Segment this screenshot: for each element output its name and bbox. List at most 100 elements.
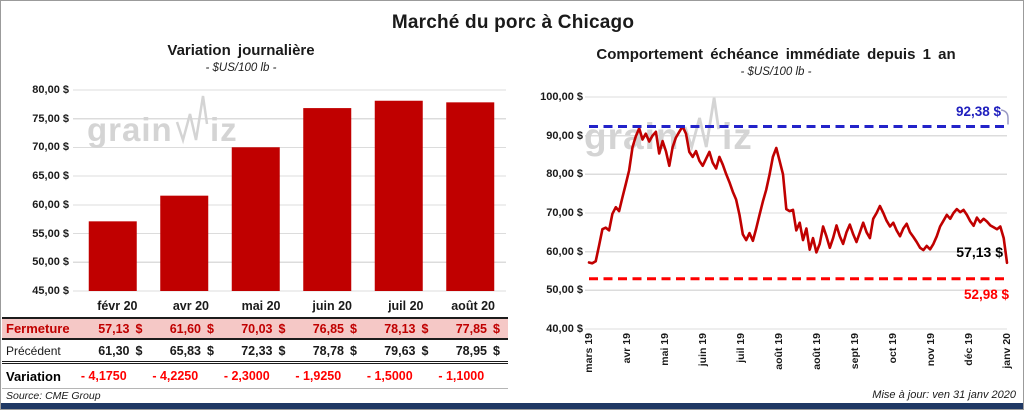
table-header-row: févr 20 avr 20 mai 20 juin 20 juil 20 août 20 [2,295,508,317]
cell-currency: $ [135,343,143,358]
cell-value: 57,13 [98,321,130,336]
y-tick-label: 60,00 $ [32,198,69,211]
cell-value: - 1,5000 [366,369,413,383]
last-price-label: 57,13 $ [956,244,1003,260]
table-cell: 77,85 $ [436,322,508,336]
price-table: févr 20 avr 20 mai 20 juin 20 juil 20 août 20… [2,295,508,389]
row-label: Variation [6,368,61,384]
watermark-zigzag-icon [683,97,720,152]
cell-value: 61,30 [98,343,130,358]
watermark-zigzag-icon [175,95,209,145]
cell-value: 79,63 [384,343,416,358]
row-label: Précédent [6,343,61,358]
bar-chart-subtitle: - $US/100 lb - [205,62,277,74]
cell-currency: $ [278,343,286,358]
cell-value: 77,85 [455,321,487,336]
high-ref-label: 92,38 $ [955,104,1001,119]
cell-value: 78,78 [312,343,344,358]
cell-value: 78,95 [455,343,487,358]
table-cell: 72,33 $ [221,344,293,358]
x-tick-label: nov 19 [925,333,937,367]
y-tick-label: 90,00 $ [546,129,583,142]
column-header-label: févr 20 [97,299,138,313]
table-cell: 79,63 $ [364,344,436,358]
y-tick-label: 70,00 $ [32,141,69,154]
cell-currency: $ [278,321,286,336]
bar [374,100,423,292]
column-header: mai 20 [221,299,293,313]
low-ref-label: 52,98 $ [963,287,1009,302]
table-cell: - 4,2250 [150,369,222,383]
cell-value: - 1,1000 [438,369,485,383]
price-line-series [587,125,1009,265]
y-tick-label: 100,00 $ [540,91,583,103]
bar [231,147,280,291]
cell-value: 78,13 [384,321,416,336]
y-tick-label: 70,00 $ [546,207,583,219]
x-tick-label: août 19 [811,333,823,370]
table-cell: 61,60 $ [150,322,222,336]
cell-currency: $ [135,321,143,336]
y-tick-label: 80,00 $ [32,84,69,96]
y-tick-label: 50,00 $ [32,256,69,269]
table-cell: 57,13 $ [78,322,150,336]
row-label: Fermeture [6,321,70,336]
table-cell: 78,13 $ [364,322,436,336]
cell-currency: $ [493,321,500,336]
table-cell: 78,95 $ [436,344,508,358]
x-tick-label: sept 19 [849,333,861,370]
bar [88,221,137,291]
table-cell: - 4,1750 [78,369,150,383]
cell-currency: $ [350,321,357,336]
cell-currency: $ [421,321,429,336]
y-tick-label: 50,00 $ [546,284,583,297]
line-chart-subtitle: - $US/100 lb - [740,66,812,78]
cell-currency: $ [350,343,357,358]
watermark-text: iz [210,111,238,148]
y-tick-label: 55,00 $ [32,227,69,240]
table-row: Variation - 4,1750 - 4,2250 - 2,3000 - 1,925… [2,364,508,389]
column-header: avr 20 [150,299,222,313]
x-tick-label: mars 19 [583,333,595,373]
column-header-label: mai 20 [241,299,281,313]
column-header: août 20 [436,299,508,313]
table-cell: - 1,9250 [293,369,365,383]
source-note: Source: CME Group [6,390,101,402]
cell-currency: $ [421,343,429,358]
bar [160,195,209,291]
table-cell: - 1,5000 [364,369,436,383]
column-header: juil 20 [364,299,436,313]
bar [303,108,352,291]
bottom-accent-bar [1,403,1023,409]
y-tick-label: 80,00 $ [546,168,583,181]
column-header-label: juin 20 [312,299,352,313]
table-cell: 76,85 $ [293,322,365,336]
cell-value: - 4,1750 [80,369,127,383]
watermark-text: iz [722,116,753,157]
column-header-label: août 20 [451,299,495,313]
x-tick-label: déc 19 [963,333,975,366]
column-header-label: avr 20 [172,299,209,313]
table-cell: 70,03 $ [221,322,293,336]
cell-currency: $ [493,343,500,358]
y-tick-label: 65,00 $ [32,170,69,183]
cell-value: 61,60 [169,321,201,336]
table-cell: - 2,3000 [221,369,293,383]
x-tick-label: juin 19 [697,333,709,367]
column-header: févr 20 [78,299,150,313]
x-tick-label: oct 19 [887,333,899,364]
page-title: Marché du porc à Chicago [391,12,635,33]
updated-note: Mise à jour: ven 31 janv 2020 [872,389,1016,401]
cell-value: 76,85 [312,321,344,336]
cell-value: - 2,3000 [223,369,270,383]
y-tick-label: 40,00 $ [546,323,583,335]
cell-currency: $ [207,321,214,336]
cell-currency: $ [207,343,214,358]
y-tick-label: 60,00 $ [546,245,583,258]
cell-value: 72,33 [241,343,273,358]
table-cell: 61,30 $ [78,344,150,358]
bar-chart-title: Variation journalière [167,42,315,59]
x-tick-label: juil 19 [735,333,747,363]
table-row: Fermeture 57,13 $61,60 $70,03 $ 76,85 $78,13 $7… [2,317,508,340]
